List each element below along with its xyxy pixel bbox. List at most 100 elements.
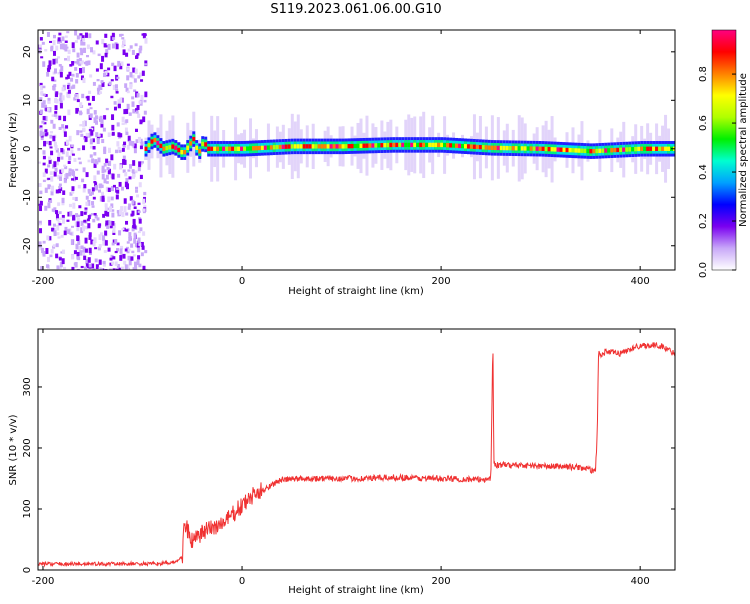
spectrogram-noise-cell	[96, 79, 100, 82]
spectrogram-peak-cell	[207, 146, 211, 151]
colorbar-label: Normalized spectral amplitude	[738, 73, 749, 227]
spectrogram-peak-cell	[180, 150, 184, 155]
spectrogram-noise-cell	[132, 67, 136, 73]
snr-frame	[37, 328, 676, 571]
spectrogram-noise-cell	[56, 232, 60, 236]
spectrogram-peak-cell	[502, 145, 506, 151]
spectrogram-peak-cell	[634, 146, 638, 152]
spectrogram-noise-cell	[61, 258, 65, 265]
spectrogram-peak-cell	[652, 146, 656, 151]
snr-x-tick-label: 400	[631, 576, 650, 587]
spectrogram-noise-cell	[98, 183, 102, 189]
spectrogram-peak-cell	[383, 142, 387, 148]
spectrogram-noise-cell	[143, 33, 147, 37]
spectrogram-x-label: Height of straight line (km)	[288, 286, 424, 297]
spectrogram-noise-cell	[63, 230, 67, 236]
spectrogram-noise-cell	[53, 84, 57, 88]
spectrogram-peak-cell	[311, 144, 315, 149]
spectrogram-noise-cell	[89, 138, 93, 145]
spectrogram-noise-cell	[97, 134, 101, 137]
spectrogram-noise-cell	[73, 250, 77, 255]
spectrogram-noise-cell	[99, 268, 103, 270]
spectrogram-noise-cell	[88, 103, 92, 106]
spectrogram-x-tick-label: -200	[32, 276, 55, 287]
spectrogram-noise-cell	[138, 243, 142, 246]
spectrogram-noise-cell	[40, 266, 44, 270]
spectrogram-noise-cell	[68, 135, 72, 142]
spectrogram-noise-cell	[87, 257, 91, 263]
spectrogram-noise-cell	[55, 58, 59, 64]
spectrogram-noise-cell	[112, 84, 116, 91]
figure-title: S119.2023.061.06.00.G10	[270, 2, 442, 17]
spectrogram-noise-cell	[115, 149, 119, 154]
spectrogram-noise-cell	[41, 41, 45, 45]
spectrogram-noise-cell	[81, 178, 85, 183]
spectrogram-peak-cell	[478, 144, 482, 150]
spectrogram-noise-cell	[55, 213, 59, 220]
spectrogram-noise-cell	[116, 263, 120, 268]
spectrogram-noise-cell	[68, 168, 72, 172]
spectrogram-noise-cell	[64, 40, 68, 43]
spectrogram-noise-cell	[79, 110, 83, 116]
spectrogram-noise-cell	[110, 196, 114, 201]
spectrogram-noise-cell	[120, 266, 124, 270]
spectrogram-noise-cell	[137, 255, 141, 260]
spectrogram-noise-cell	[126, 90, 130, 94]
spectrogram-noise-cell	[91, 191, 95, 195]
spectrogram-peak-cell	[225, 146, 229, 151]
spectrogram-noise-cell	[75, 79, 79, 84]
spectrogram-noise-cell	[38, 183, 42, 188]
spectrogram-noise-cell	[81, 35, 85, 41]
spectrogram-noise-cell	[140, 119, 144, 123]
spectrogram-noise-cell	[38, 48, 42, 54]
spectrogram-noise-cell	[111, 212, 115, 218]
spectrogram-noise-cell	[38, 220, 42, 225]
spectrogram-noise-cell	[67, 229, 71, 235]
spectrogram-peak-cell	[646, 146, 650, 151]
spectrogram-peak-cell	[505, 145, 509, 151]
spectrogram-peak-cell	[571, 148, 575, 153]
spectrogram-noise-cell	[44, 49, 48, 52]
spectrogram-noise-cell	[90, 239, 94, 245]
spectrogram-noise-cell	[117, 132, 121, 137]
spectrogram-noise-cell	[85, 96, 89, 99]
spectrogram-noise-cell	[140, 252, 144, 257]
spectrogram-y-tick-label: -10	[22, 189, 33, 205]
spectrogram-peak-cell	[299, 144, 303, 149]
spectrogram-noise-cell	[134, 266, 138, 270]
spectrogram-noise-cell	[134, 68, 138, 75]
spectrogram-peak-cell	[565, 147, 569, 153]
spectrogram-noise-cell	[74, 94, 78, 97]
spectrogram-peak-cell	[514, 146, 518, 151]
spectrogram-noise-cell	[61, 36, 65, 42]
spectrogram-noise-cell	[101, 173, 105, 180]
spectrogram-peak-cell	[446, 143, 450, 148]
spectrogram-peak-cell	[350, 143, 354, 149]
spectrogram-noise-cell	[42, 251, 46, 257]
spectrogram-noise-cell	[133, 89, 137, 92]
spectrogram-noise-cell	[130, 256, 134, 261]
spectrogram-peak-cell	[147, 142, 151, 148]
spectrogram-noise-cell	[102, 72, 106, 78]
spectrogram-peak-cell	[577, 148, 581, 153]
spectrogram-peak-cell	[604, 148, 608, 153]
spectrogram-noise-cell	[71, 169, 75, 176]
spectrogram-noise-cell	[117, 60, 121, 67]
spectrogram-noise-cell	[127, 135, 131, 142]
spectrogram-noise-cell	[74, 67, 78, 71]
spectrogram-noise-cell	[42, 155, 46, 160]
spectrogram-peak-cell	[356, 143, 360, 149]
spectrogram-noise-cell	[69, 232, 73, 235]
spectrogram-noise-cell	[103, 169, 107, 173]
spectrogram-noise-cell	[126, 103, 130, 110]
spectrogram-noise-cell	[143, 205, 147, 209]
spectrogram-noise-cell	[38, 241, 42, 248]
spectrogram-noise-cell	[120, 33, 124, 36]
spectrogram-noise-cell	[127, 206, 131, 210]
spectrogram-noise-cell	[50, 176, 54, 182]
spectrogram-noise-cell	[94, 258, 98, 263]
spectrogram-noise-cell	[60, 65, 64, 72]
spectrogram-noise-cell	[116, 76, 120, 79]
spectrogram-noise-cell	[101, 197, 105, 202]
spectrogram-noise-cell	[57, 152, 61, 157]
